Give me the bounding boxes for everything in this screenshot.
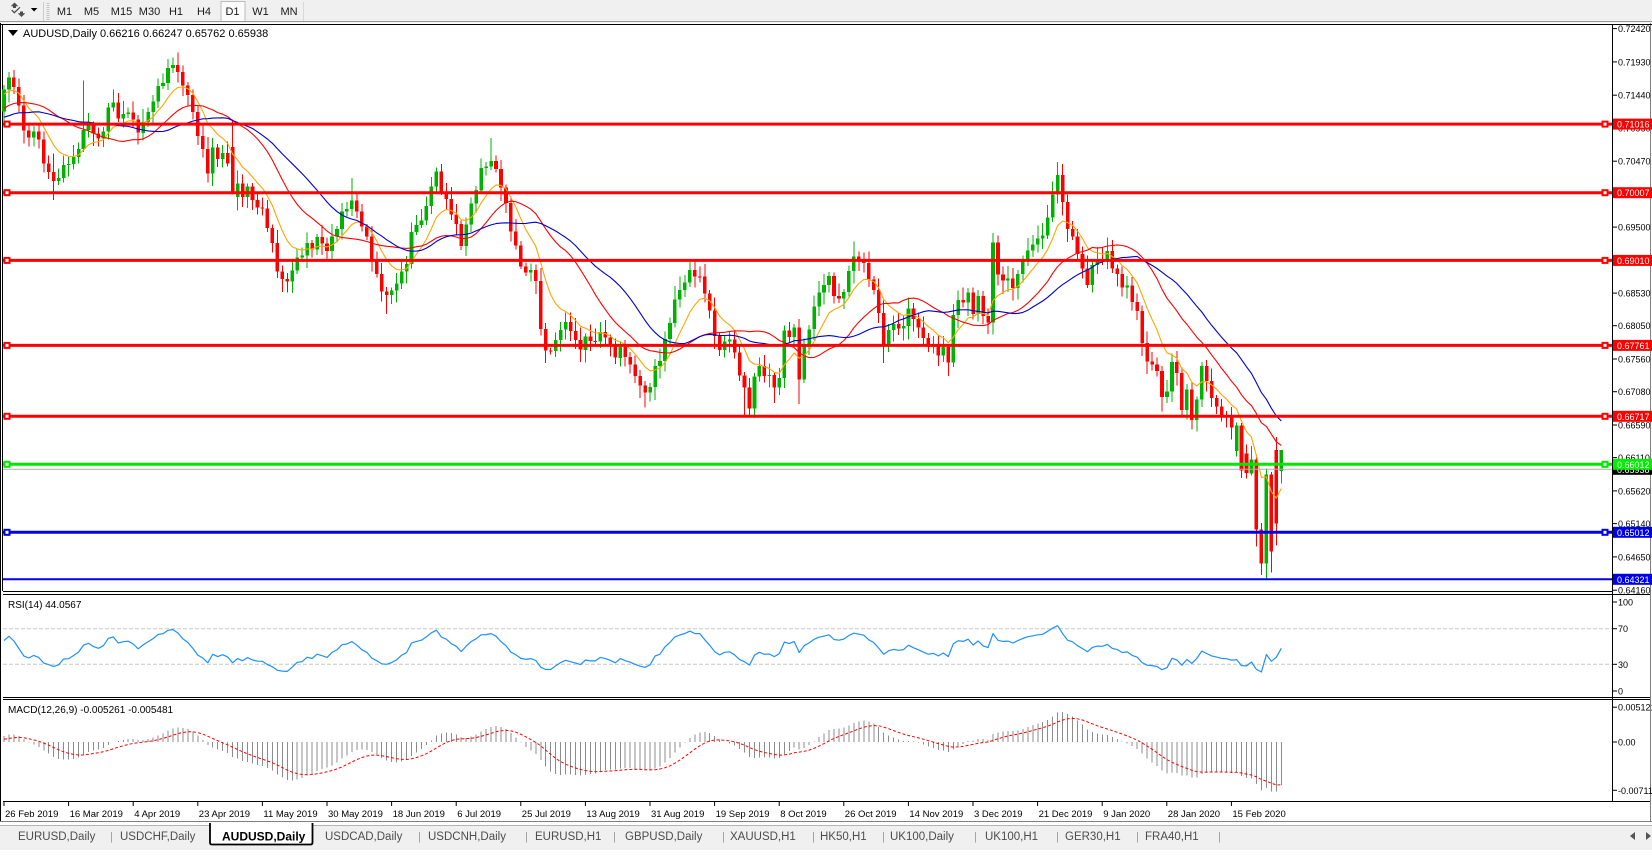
svg-text:|: | [882, 831, 885, 843]
svg-text:0.64321: 0.64321 [1617, 575, 1650, 585]
svg-text:0.66717: 0.66717 [1617, 412, 1650, 422]
svg-text:0.70007: 0.70007 [1617, 188, 1650, 198]
svg-text:0.66012: 0.66012 [1617, 460, 1650, 470]
svg-text:23 Apr 2019: 23 Apr 2019 [199, 809, 250, 820]
svg-text:0.005121: 0.005121 [1618, 703, 1652, 713]
svg-text:H1: H1 [169, 6, 183, 18]
svg-text:|: | [613, 831, 616, 843]
svg-text:0.69010: 0.69010 [1617, 256, 1650, 266]
svg-text:FRA40,H1: FRA40,H1 [1145, 831, 1199, 843]
svg-text:0.66590: 0.66590 [1618, 421, 1651, 431]
svg-text:15 Feb 2020: 15 Feb 2020 [1232, 809, 1285, 820]
svg-text:USDCNH,Daily: USDCNH,Daily [428, 831, 506, 843]
svg-text:26 Feb 2019: 26 Feb 2019 [5, 809, 58, 820]
svg-text:UK100,Daily: UK100,Daily [890, 831, 954, 843]
svg-text:18 Jun 2019: 18 Jun 2019 [393, 809, 445, 820]
svg-text:8 Oct 2019: 8 Oct 2019 [780, 809, 826, 820]
svg-text:0.69500: 0.69500 [1618, 223, 1651, 233]
svg-text:0.00: 0.00 [1618, 738, 1636, 748]
svg-text:31 Aug 2019: 31 Aug 2019 [651, 809, 704, 820]
svg-text:16 Mar 2019: 16 Mar 2019 [70, 809, 123, 820]
svg-text:MACD(12,26,9) -0.005261 -0.005: MACD(12,26,9) -0.005261 -0.005481 [8, 705, 174, 716]
svg-text:GER30,H1: GER30,H1 [1065, 831, 1121, 843]
svg-text:30 May 2019: 30 May 2019 [328, 809, 383, 820]
svg-text:-0.00711: -0.00711 [1618, 786, 1652, 796]
svg-text:0.67761: 0.67761 [1617, 341, 1650, 351]
svg-text:0.65620: 0.65620 [1618, 486, 1651, 496]
svg-text:0.66216 0.66247 0.65762 0.6593: 0.66216 0.66247 0.65762 0.65938 [100, 28, 268, 40]
svg-text:EURUSD,Daily: EURUSD,Daily [18, 831, 96, 843]
svg-text:|: | [1218, 831, 1221, 843]
svg-text:AUDUSD,Daily: AUDUSD,Daily [222, 830, 306, 844]
svg-text:|: | [812, 831, 815, 843]
svg-text:0: 0 [1618, 687, 1623, 697]
svg-text:19 Sep 2019: 19 Sep 2019 [716, 809, 770, 820]
svg-text:0.66110: 0.66110 [1618, 453, 1650, 463]
svg-text:0.68530: 0.68530 [1618, 289, 1651, 299]
svg-text:0.64160: 0.64160 [1618, 586, 1651, 596]
svg-text:AUDUSD,Daily: AUDUSD,Daily [23, 28, 97, 40]
svg-text:UK100,H1: UK100,H1 [985, 831, 1038, 843]
svg-text:3 Dec 2019: 3 Dec 2019 [974, 809, 1023, 820]
svg-text:0.65140: 0.65140 [1618, 519, 1651, 529]
svg-text:0.64650: 0.64650 [1618, 552, 1651, 562]
svg-text:HK50,H1: HK50,H1 [820, 831, 867, 843]
svg-text:0.71930: 0.71930 [1618, 57, 1651, 67]
svg-text:4 Apr 2019: 4 Apr 2019 [134, 809, 180, 820]
svg-text:M15: M15 [111, 6, 132, 18]
svg-text:6 Jul 2019: 6 Jul 2019 [457, 809, 501, 820]
svg-text:|: | [722, 831, 725, 843]
svg-text:|: | [974, 831, 977, 843]
svg-text:0.72420: 0.72420 [1618, 24, 1651, 34]
svg-text:|: | [1056, 831, 1059, 843]
svg-text:70: 70 [1618, 624, 1628, 634]
svg-text:M5: M5 [84, 6, 99, 18]
svg-text:0.71440: 0.71440 [1618, 91, 1651, 101]
svg-text:30: 30 [1618, 660, 1628, 670]
svg-text:0.67560: 0.67560 [1618, 355, 1651, 365]
svg-text:MN: MN [280, 6, 297, 18]
svg-text:|: | [418, 831, 421, 843]
svg-text:M30: M30 [139, 6, 160, 18]
svg-text:14 Nov 2019: 14 Nov 2019 [909, 809, 963, 820]
svg-text:|: | [525, 831, 528, 843]
svg-text:M1: M1 [57, 6, 72, 18]
svg-text:25 Jul 2019: 25 Jul 2019 [522, 809, 571, 820]
svg-text:26 Oct 2019: 26 Oct 2019 [845, 809, 897, 820]
svg-text:EURUSD,H1: EURUSD,H1 [535, 831, 601, 843]
svg-text:0.71016: 0.71016 [1617, 120, 1650, 130]
svg-text:RSI(14) 44.0567: RSI(14) 44.0567 [8, 600, 82, 611]
svg-text:|: | [1136, 831, 1139, 843]
svg-text:0.67080: 0.67080 [1618, 387, 1651, 397]
svg-text:11 May 2019: 11 May 2019 [263, 809, 317, 820]
svg-text:100: 100 [1618, 598, 1633, 608]
svg-text:9 Jan 2020: 9 Jan 2020 [1103, 809, 1150, 820]
svg-text:GBPUSD,Daily: GBPUSD,Daily [625, 831, 703, 843]
svg-text:21 Dec 2019: 21 Dec 2019 [1039, 809, 1093, 820]
svg-text:W1: W1 [252, 6, 269, 18]
svg-text:D1: D1 [225, 6, 239, 18]
svg-text:H4: H4 [197, 6, 211, 18]
svg-text:0.70470: 0.70470 [1618, 157, 1651, 167]
svg-text:0.68050: 0.68050 [1618, 321, 1651, 331]
svg-text:0.65012: 0.65012 [1617, 528, 1650, 538]
svg-text:13 Aug 2019: 13 Aug 2019 [586, 809, 639, 820]
svg-text:USDCHF,Daily: USDCHF,Daily [120, 831, 196, 843]
svg-text:28 Jan 2020: 28 Jan 2020 [1168, 809, 1220, 820]
svg-text:XAUUSD,H1: XAUUSD,H1 [730, 831, 796, 843]
svg-text:USDCAD,Daily: USDCAD,Daily [325, 831, 403, 843]
svg-text:|: | [110, 831, 113, 843]
